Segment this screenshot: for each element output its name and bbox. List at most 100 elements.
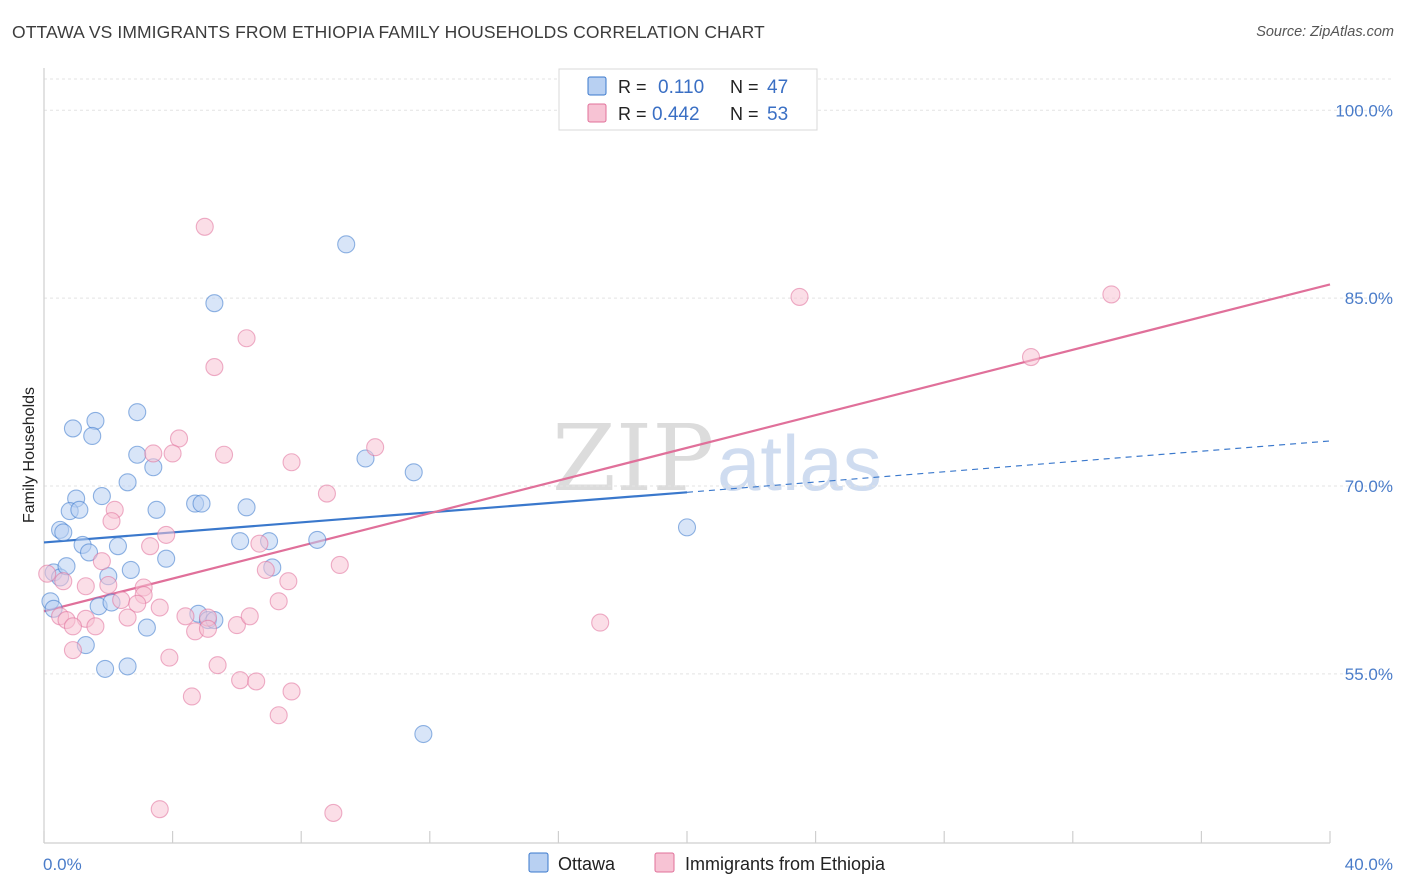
legend-swatch-ottawa <box>587 76 607 96</box>
bottom-legend-label-ottawa: Ottawa <box>558 854 616 874</box>
point-ottawa <box>137 618 156 637</box>
legend-r-value-ethiopia: 0.442 <box>652 104 700 125</box>
point-ottawa <box>118 473 137 492</box>
point-ethiopia <box>269 592 288 611</box>
point-ottawa <box>231 532 250 551</box>
point-ethiopia <box>324 803 343 822</box>
point-ottawa <box>86 411 105 430</box>
gridlines <box>44 78 1394 675</box>
y-axis-label: Family Households <box>21 387 38 523</box>
point-ethiopia <box>198 619 218 638</box>
point-ottawa <box>192 494 211 513</box>
point-ethiopia <box>182 687 201 706</box>
point-ottawa <box>677 518 697 537</box>
point-ottawa <box>121 560 140 580</box>
trend-line-ottawa-extension <box>686 440 1331 493</box>
point-ottawa <box>308 530 327 549</box>
point-ottawa <box>108 537 127 556</box>
trend-lines <box>43 283 1331 613</box>
chart-title: OTTAWA VS IMMIGRANTS FROM ETHIOPIA FAMIL… <box>12 22 765 42</box>
bottom-legend: Ottawa Immigrants from Ethiopia <box>528 852 886 874</box>
point-ottawa <box>128 445 147 464</box>
legend-n-label-ottawa: N = <box>730 77 759 97</box>
point-ethiopia <box>118 608 137 627</box>
point-ethiopia <box>1021 347 1041 367</box>
point-ethiopia <box>86 617 105 636</box>
point-ethiopia <box>141 537 160 556</box>
y-tick-label: 70.0% <box>1345 477 1393 496</box>
point-ethiopia <box>38 564 57 583</box>
point-ethiopia <box>112 590 131 610</box>
legend-r-label-ethiopia: R = <box>618 104 647 124</box>
watermark-atlas: atlas <box>717 419 882 507</box>
watermark-zip: ZIP <box>552 405 714 512</box>
y-tick-label: 100.0% <box>1335 101 1393 120</box>
point-ottawa <box>414 724 433 744</box>
point-ethiopia <box>256 560 275 580</box>
point-ethiopia <box>227 616 246 635</box>
point-ethiopia <box>99 575 118 595</box>
x-tick-label-min: 0.0% <box>43 855 82 874</box>
point-ottawa <box>118 657 137 676</box>
x-tick-label-max: 40.0% <box>1345 855 1393 874</box>
point-ottawa <box>92 487 111 506</box>
point-ottawa <box>128 403 147 422</box>
axes <box>43 68 1331 844</box>
point-ottawa <box>237 498 256 517</box>
point-ethiopia <box>282 682 301 701</box>
trend-line-ethiopia <box>43 283 1331 613</box>
y-tick-labels: 55.0% 70.0% 85.0% 100.0% <box>1335 101 1393 684</box>
point-ethiopia <box>790 287 809 306</box>
legend-n-value-ethiopia: 53 <box>767 104 788 125</box>
point-ethiopia <box>279 572 298 591</box>
point-ethiopia <box>92 552 111 571</box>
point-ethiopia <box>195 217 214 236</box>
point-ethiopia <box>102 512 121 531</box>
legend-n-label-ethiopia: N = <box>730 104 759 124</box>
bottom-legend-swatch-ottawa <box>528 852 549 873</box>
y-tick-label: 55.0% <box>1345 665 1393 684</box>
y-tick-label: 85.0% <box>1345 289 1393 308</box>
point-ethiopia <box>282 453 301 472</box>
point-ottawa <box>79 543 99 562</box>
point-ethiopia <box>250 534 269 553</box>
bottom-legend-label-ethiopia: Immigrants from Ethiopia <box>685 854 886 874</box>
point-ethiopia <box>144 444 163 463</box>
point-ottawa <box>147 500 166 519</box>
legend-r-value-ottawa: 0.110 <box>658 77 704 98</box>
point-ottawa <box>337 235 356 254</box>
point-ethiopia <box>247 672 266 691</box>
point-ottawa <box>157 549 176 568</box>
point-ethiopia <box>150 800 169 819</box>
point-ethiopia <box>240 607 259 626</box>
point-ethiopia <box>214 445 234 464</box>
point-ethiopia <box>317 484 336 503</box>
point-ottawa <box>404 463 423 482</box>
point-ethiopia <box>1102 285 1121 304</box>
point-ethiopia <box>128 594 147 613</box>
point-ethiopia <box>163 444 182 463</box>
point-ethiopia <box>231 671 250 690</box>
point-ottawa <box>54 523 73 542</box>
point-ethiopia <box>160 648 179 667</box>
point-ethiopia <box>63 617 82 636</box>
point-ethiopia <box>169 429 189 448</box>
source-label: Source: ZipAtlas.com <box>1256 24 1394 40</box>
point-ethiopia <box>63 641 82 660</box>
data-points <box>38 217 1121 822</box>
point-ethiopia <box>176 607 195 626</box>
point-ethiopia <box>157 525 176 544</box>
legend-r-label-ottawa: R = <box>618 77 647 97</box>
point-ethiopia <box>208 656 227 675</box>
legend-n-value-ottawa: 47 <box>767 77 788 98</box>
point-ethiopia <box>366 438 385 457</box>
point-ethiopia <box>591 613 610 632</box>
point-ottawa <box>96 659 115 678</box>
point-ethiopia <box>76 577 95 596</box>
point-ethiopia <box>330 555 349 575</box>
bottom-legend-swatch-ethiopia <box>654 852 675 873</box>
point-ethiopia <box>237 329 256 348</box>
point-ethiopia <box>150 598 169 617</box>
point-ottawa <box>205 294 224 313</box>
point-ethiopia <box>269 706 288 725</box>
